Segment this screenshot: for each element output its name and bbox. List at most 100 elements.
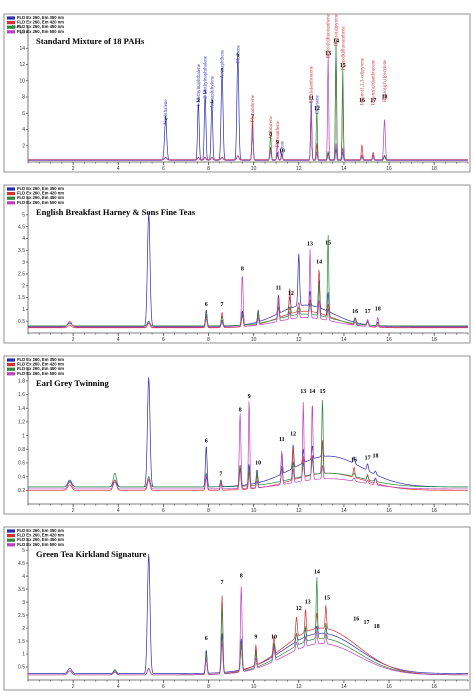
peak-label: 18 [382, 95, 388, 101]
peak-label: 18 [375, 307, 381, 313]
series-line-3 [28, 399, 468, 488]
peak-label: 9 [254, 634, 257, 640]
legend-swatch [7, 358, 15, 362]
y-tick-label: 0.4 [18, 474, 25, 480]
y-tick-label: 3.5 [18, 587, 25, 593]
peak-label: 16 [352, 309, 358, 315]
compound-label: Benzo(g,h,i)perylene [383, 59, 388, 102]
y-tick-label: 4 [22, 236, 25, 242]
series-line-4 [28, 586, 468, 676]
legend-swatch [7, 534, 15, 538]
y-tick-label: 1.2 [18, 420, 25, 426]
peak-label: 16 [351, 458, 357, 464]
legend-swatch [7, 30, 15, 34]
x-tick-label: 10 [251, 684, 257, 690]
compound-label: Dibenz(a,h)anthracene [372, 59, 377, 105]
legend-entry: FLD Ex 260, Em 450 nm [17, 537, 64, 542]
peak-label: 13 [305, 599, 311, 605]
legend-entry: FLD Ex 260, Em 450 nm [17, 366, 64, 371]
series-line-4 [28, 248, 468, 328]
series-line-1 [28, 212, 468, 327]
peak-label: 8 [239, 408, 242, 414]
x-tick-label: 4 [117, 166, 120, 172]
peak-label: 17 [370, 98, 376, 104]
legend-swatch [7, 201, 15, 205]
x-tick-label: 2 [72, 337, 75, 343]
y-axis-label: Num. [12, 24, 23, 29]
peak-label: 12 [296, 606, 302, 612]
legend-entry: FLD Ex 260, Em 420 nm [17, 362, 64, 367]
y-tick-label: 14 [19, 46, 25, 52]
compound-label: Fluoranthene [276, 120, 281, 147]
peak-label: 16 [353, 616, 359, 622]
peak-label: 15 [319, 389, 325, 395]
series-line-4 [28, 401, 468, 490]
y-tick-label: 0.6 [18, 461, 25, 467]
peak-label: 5 [221, 69, 224, 75]
legend-entry: FLD Ex 260, Em 500 nm [17, 371, 64, 376]
panel-frame [3, 13, 471, 173]
y-tick-label: 1 [22, 652, 25, 658]
peak-label: 10 [255, 460, 261, 466]
chart-panel-4: 0.5 1 1.5 2 2.5 3 3.5 4 4.5 5 2 4 6 8 10 12 14 16 18 FLD Ex… [3, 526, 471, 691]
y-tick-label: 1.5 [18, 639, 25, 645]
peak-label: 7 [221, 580, 224, 586]
x-tick-label: 6 [162, 508, 165, 514]
x-tick-label: 18 [431, 337, 437, 343]
series-line-4 [28, 54, 468, 161]
legend-swatch [7, 538, 15, 542]
peak-label: 8 [269, 132, 272, 138]
compound-label: 1-Methylnaphthalene [197, 63, 202, 107]
peak-label: 12 [290, 432, 296, 438]
panel-frame [3, 526, 471, 691]
peak-label: 8 [241, 266, 244, 272]
compound-label: Acenaphthylene [210, 75, 215, 108]
y-tick-label: 3 [22, 260, 25, 266]
compound-label: Indeno(1,2,3-cd)pyrene [360, 57, 365, 105]
y-tick-label: 1.5 [18, 295, 25, 301]
peak-label: 14 [316, 259, 322, 265]
y-tick-label: 4 [22, 127, 25, 133]
panel-frame [3, 355, 471, 515]
peak-label: 11 [308, 95, 314, 101]
series-line-1 [28, 56, 468, 161]
panel-title: Earl Grey Twinning [36, 378, 109, 388]
legend-swatch [7, 543, 15, 547]
x-tick-label: 6 [162, 337, 165, 343]
y-tick-label: 0.8 [18, 447, 25, 453]
peak-label: 14 [309, 389, 315, 395]
x-tick-label: 16 [386, 337, 392, 343]
x-tick-label: 16 [386, 166, 392, 172]
x-tick-label: 14 [341, 508, 347, 514]
y-tick-label: 3 [22, 600, 25, 606]
compound-label: Fluorene [236, 44, 241, 63]
y-tick-label: 4.5 [18, 561, 25, 567]
legend-swatch [7, 192, 15, 196]
peak-label: 9 [248, 394, 251, 400]
series-line-3 [28, 235, 468, 327]
legend-entry: FLD Ex 260, Em 350 nm [17, 15, 64, 20]
peak-label: 1 [164, 116, 167, 122]
compound-label: 2-Methylnaphthalene [204, 55, 209, 99]
x-tick-label: 12 [296, 337, 302, 343]
x-tick-label: 12 [296, 684, 302, 690]
x-tick-label: 14 [341, 684, 347, 690]
compound-label: Benz(a)anthracene [310, 65, 315, 103]
panel-title: English Breakfast Harney & Sons Fine Tea… [36, 207, 196, 217]
y-tick-label: 1.8 [18, 379, 25, 385]
peak-label: 17 [365, 456, 371, 462]
y-tick-label: 0.2 [18, 488, 25, 494]
y-tick-label: 3.5 [18, 248, 25, 254]
chart-panel-3: 0.2 0.4 0.6 0.8 1 1.2 1.4 1.6 1.8 2 4 6 8 10 12 14 16 18 F… [3, 355, 471, 515]
peak-label: 4 [210, 100, 213, 106]
legend-entry: FLD Ex 260, Em 350 nm [17, 186, 64, 191]
peak-label: 7 [219, 471, 222, 477]
y-tick-label: 4.5 [18, 224, 25, 230]
peak-label: 17 [363, 620, 369, 626]
peak-label: 10 [279, 148, 285, 154]
peak-label: 7 [251, 114, 254, 120]
x-tick-label: 18 [431, 684, 437, 690]
y-tick-label: 2 [22, 143, 25, 149]
